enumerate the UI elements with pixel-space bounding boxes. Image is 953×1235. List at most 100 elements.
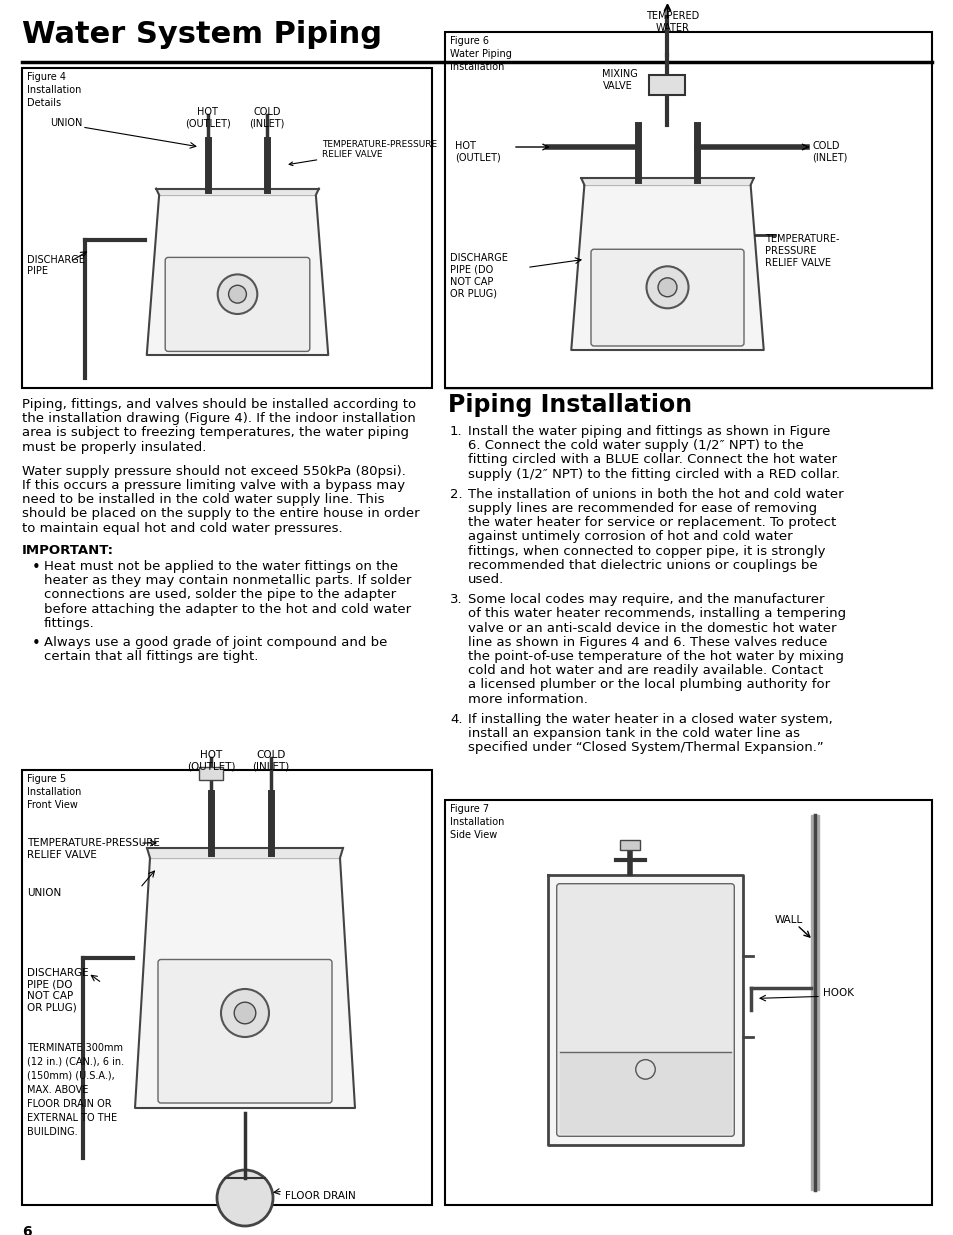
FancyBboxPatch shape xyxy=(557,884,734,1136)
Text: valve or an anti-scald device in the domestic hot water: valve or an anti-scald device in the dom… xyxy=(468,621,836,635)
Bar xyxy=(22,769,432,1205)
Text: DISCHARGE
PIPE (DO
NOT CAP
OR PLUG): DISCHARGE PIPE (DO NOT CAP OR PLUG) xyxy=(27,968,89,1013)
Text: connections are used, solder the pipe to the adapter: connections are used, solder the pipe to… xyxy=(44,588,395,601)
Text: specified under “Closed System/Thermal Expansion.”: specified under “Closed System/Thermal E… xyxy=(468,741,822,755)
Text: used.: used. xyxy=(468,573,504,585)
Text: HOT
(OUTLET): HOT (OUTLET) xyxy=(455,141,500,163)
Text: fittings, when connected to copper pipe, it is strongly: fittings, when connected to copper pipe,… xyxy=(468,545,824,557)
Text: •: • xyxy=(32,559,41,576)
Text: 6: 6 xyxy=(22,1225,31,1235)
Text: area is subject to freezing temperatures, the water piping: area is subject to freezing temperatures… xyxy=(22,426,409,440)
Text: 3.: 3. xyxy=(450,593,462,606)
Text: COLD
(INLET): COLD (INLET) xyxy=(250,107,285,128)
FancyBboxPatch shape xyxy=(158,960,332,1103)
Text: TERMINATE 300mm
(12 in.) (CAN.), 6 in.
(150mm) (U.S.A.),
MAX. ABOVE
FLOOR DRAIN : TERMINATE 300mm (12 in.) (CAN.), 6 in. (… xyxy=(27,1044,124,1137)
Polygon shape xyxy=(571,185,763,350)
Text: The installation of unions in both the hot and cold water: The installation of unions in both the h… xyxy=(468,488,842,501)
Text: install an expansion tank in the cold water line as: install an expansion tank in the cold wa… xyxy=(468,727,800,740)
Text: WALL: WALL xyxy=(774,915,802,925)
Text: 4.: 4. xyxy=(450,713,462,726)
Polygon shape xyxy=(147,848,343,858)
Text: to maintain equal hot and cold water pressures.: to maintain equal hot and cold water pre… xyxy=(22,521,342,535)
Bar xyxy=(619,840,639,850)
Text: a licensed plumber or the local plumbing authority for: a licensed plumber or the local plumbing… xyxy=(468,678,829,692)
Text: 6. Connect the cold water supply (1/2″ NPT) to the: 6. Connect the cold water supply (1/2″ N… xyxy=(468,440,803,452)
Text: need to be installed in the cold water supply line. This: need to be installed in the cold water s… xyxy=(22,493,384,506)
Text: Always use a good grade of joint compound and be: Always use a good grade of joint compoun… xyxy=(44,636,387,650)
Text: Water System Piping: Water System Piping xyxy=(22,20,381,49)
Text: Figure 7
Installation
Side View: Figure 7 Installation Side View xyxy=(450,804,504,840)
Text: HOOK: HOOK xyxy=(822,988,853,998)
Polygon shape xyxy=(135,858,355,1108)
Text: line as shown in Figures 4 and 6. These valves reduce: line as shown in Figures 4 and 6. These … xyxy=(468,636,826,648)
Bar xyxy=(444,32,931,388)
Polygon shape xyxy=(547,876,742,1145)
Polygon shape xyxy=(580,178,753,185)
Bar xyxy=(22,68,432,388)
Text: FLOOR DRAIN: FLOOR DRAIN xyxy=(285,1191,355,1200)
Text: UNION: UNION xyxy=(27,888,61,898)
Text: COLD
(INLET): COLD (INLET) xyxy=(811,141,846,163)
Text: MIXING
VALVE: MIXING VALVE xyxy=(602,69,638,91)
Bar xyxy=(199,767,223,781)
Text: Some local codes may require, and the manufacturer: Some local codes may require, and the ma… xyxy=(468,593,823,606)
Circle shape xyxy=(635,1060,655,1079)
Text: Piping, fittings, and valves should be installed according to: Piping, fittings, and valves should be i… xyxy=(22,398,416,411)
Text: must be properly insulated.: must be properly insulated. xyxy=(22,441,206,453)
Bar xyxy=(444,800,931,1205)
Text: heater as they may contain nonmetallic parts. If solder: heater as they may contain nonmetallic p… xyxy=(44,574,411,587)
Text: HOT
(OUTLET): HOT (OUTLET) xyxy=(187,750,235,772)
Circle shape xyxy=(658,278,677,296)
Text: more information.: more information. xyxy=(468,693,587,705)
Text: supply lines are recommended for ease of removing: supply lines are recommended for ease of… xyxy=(468,501,817,515)
Text: recommended that dielectric unions or couplings be: recommended that dielectric unions or co… xyxy=(468,558,817,572)
Text: the water heater for service or replacement. To protect: the water heater for service or replacem… xyxy=(468,516,836,530)
Text: supply (1/2″ NPT) to the fitting circled with a RED collar.: supply (1/2″ NPT) to the fitting circled… xyxy=(468,468,840,480)
Circle shape xyxy=(233,1002,255,1024)
Circle shape xyxy=(221,989,269,1037)
Bar xyxy=(649,75,685,95)
Text: fitting circled with a BLUE collar. Connect the hot water: fitting circled with a BLUE collar. Conn… xyxy=(468,453,836,467)
Text: of this water heater recommends, installing a tempering: of this water heater recommends, install… xyxy=(468,608,845,620)
Text: Piping Installation: Piping Installation xyxy=(448,393,691,417)
Text: 2.: 2. xyxy=(450,488,462,501)
Text: cold and hot water and are readily available. Contact: cold and hot water and are readily avail… xyxy=(468,664,822,677)
Text: DISCHARGE
PIPE (DO
NOT CAP
OR PLUG): DISCHARGE PIPE (DO NOT CAP OR PLUG) xyxy=(450,253,507,298)
Circle shape xyxy=(646,267,688,309)
Text: •: • xyxy=(32,636,41,651)
Text: COLD
(INLET): COLD (INLET) xyxy=(253,750,290,772)
Text: before attaching the adapter to the hot and cold water: before attaching the adapter to the hot … xyxy=(44,603,411,615)
Circle shape xyxy=(229,285,246,303)
FancyBboxPatch shape xyxy=(590,249,743,346)
Text: TEMPERATURE-PRESSURE
RELIEF VALVE: TEMPERATURE-PRESSURE RELIEF VALVE xyxy=(27,839,160,860)
Text: TEMPERED
WATER: TEMPERED WATER xyxy=(645,11,699,33)
Text: HOT
(OUTLET): HOT (OUTLET) xyxy=(185,107,231,128)
Text: IMPORTANT:: IMPORTANT: xyxy=(22,543,113,557)
Text: UNION: UNION xyxy=(50,119,82,128)
Text: the installation drawing (Figure 4). If the indoor installation: the installation drawing (Figure 4). If … xyxy=(22,412,416,425)
Text: 1.: 1. xyxy=(450,425,462,438)
Text: Heat must not be applied to the water fittings on the: Heat must not be applied to the water fi… xyxy=(44,559,397,573)
Text: If installing the water heater in a closed water system,: If installing the water heater in a clos… xyxy=(468,713,832,726)
Text: against untimely corrosion of hot and cold water: against untimely corrosion of hot and co… xyxy=(468,530,792,543)
FancyBboxPatch shape xyxy=(165,257,310,352)
Text: Figure 6
Water Piping
Installation: Figure 6 Water Piping Installation xyxy=(450,36,512,73)
Text: Figure 4
Installation
Details: Figure 4 Installation Details xyxy=(27,72,81,109)
Text: TEMPERATURE-
PRESSURE
RELIEF VALVE: TEMPERATURE- PRESSURE RELIEF VALVE xyxy=(764,235,839,268)
Text: DISCHARGE
PIPE: DISCHARGE PIPE xyxy=(27,254,85,277)
Polygon shape xyxy=(156,189,318,195)
Polygon shape xyxy=(147,195,328,354)
Polygon shape xyxy=(559,1052,731,1134)
Text: the point-of-use temperature of the hot water by mixing: the point-of-use temperature of the hot … xyxy=(468,650,843,663)
Text: TEMPERATURE-PRESSURE
RELIEF VALVE: TEMPERATURE-PRESSURE RELIEF VALVE xyxy=(289,140,436,165)
Text: fittings.: fittings. xyxy=(44,616,94,630)
Circle shape xyxy=(217,274,257,314)
Text: Figure 5
Installation
Front View: Figure 5 Installation Front View xyxy=(27,774,81,810)
Text: If this occurs a pressure limiting valve with a bypass may: If this occurs a pressure limiting valve… xyxy=(22,479,405,492)
Circle shape xyxy=(216,1170,273,1226)
Text: Install the water piping and fittings as shown in Figure: Install the water piping and fittings as… xyxy=(468,425,829,438)
Text: certain that all fittings are tight.: certain that all fittings are tight. xyxy=(44,650,258,663)
Text: Water supply pressure should not exceed 550kPa (80psi).: Water supply pressure should not exceed … xyxy=(22,464,405,478)
Text: should be placed on the supply to the entire house in order: should be placed on the supply to the en… xyxy=(22,508,419,520)
Polygon shape xyxy=(810,815,818,1191)
